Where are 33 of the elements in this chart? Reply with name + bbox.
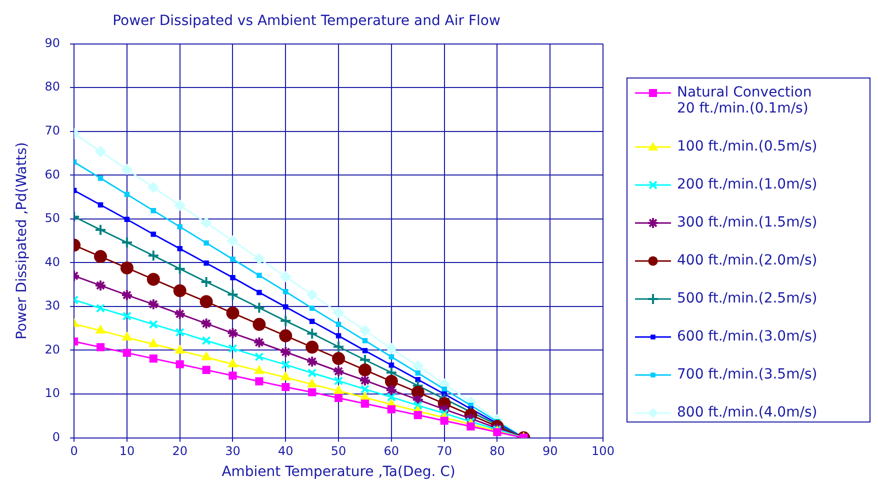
legend-label: 800 ft./min.(4.0m/s) bbox=[677, 404, 818, 421]
x-tick-label: 20 bbox=[172, 444, 188, 458]
y-tick-label: 80 bbox=[44, 80, 60, 94]
x-tick-label: 80 bbox=[490, 444, 505, 458]
x-tick-label: 0 bbox=[70, 444, 78, 458]
legend-label: 200 ft./min.(1.0m/s) bbox=[677, 176, 818, 193]
legend-label: 100 ft./min.(0.5m/s) bbox=[677, 138, 818, 155]
x-axis-title: Ambient Temperature ,Ta(Deg. C) bbox=[222, 464, 456, 480]
x-tick-label: 90 bbox=[542, 444, 558, 458]
y-tick-label: 20 bbox=[44, 342, 60, 356]
legend-label: 400 ft./min.(2.0m/s) bbox=[677, 252, 818, 269]
y-tick-label: 60 bbox=[44, 167, 60, 182]
x-tick-label: 100 bbox=[592, 444, 614, 458]
y-axis-title: Power Dissipated ,Pd(Watts) bbox=[14, 142, 30, 340]
x-tick-label: 40 bbox=[278, 444, 294, 458]
y-tick-label: 40 bbox=[44, 254, 60, 269]
y-tick-label: 0 bbox=[52, 430, 60, 444]
x-tick-label: 50 bbox=[330, 444, 346, 458]
y-tick-label: 50 bbox=[44, 211, 60, 226]
y-tick-label: 10 bbox=[44, 386, 60, 400]
x-tick-label: 70 bbox=[436, 444, 452, 458]
legend-label: 700 ft./min.(3.5m/s) bbox=[677, 366, 818, 383]
y-tick-label: 90 bbox=[44, 36, 60, 50]
y-tick-label: 70 bbox=[44, 123, 60, 138]
legend-label: 500 ft./min.(2.5m/s) bbox=[677, 290, 818, 307]
x-tick-label: 60 bbox=[384, 444, 400, 458]
y-tick-label: 30 bbox=[44, 298, 60, 313]
x-tick-label: 30 bbox=[225, 444, 240, 458]
x-tick-label: 10 bbox=[119, 444, 135, 458]
legend-label: Natural Convection 20 ft./min.(0.1m/s) bbox=[677, 84, 812, 117]
legend-label: 300 ft./min.(1.5m/s) bbox=[677, 214, 818, 231]
chart-title: Power Dissipated vs Ambient Temperature and Air Flow bbox=[112, 13, 500, 30]
legend-label: 600 ft./min.(3.0m/s) bbox=[677, 328, 818, 345]
